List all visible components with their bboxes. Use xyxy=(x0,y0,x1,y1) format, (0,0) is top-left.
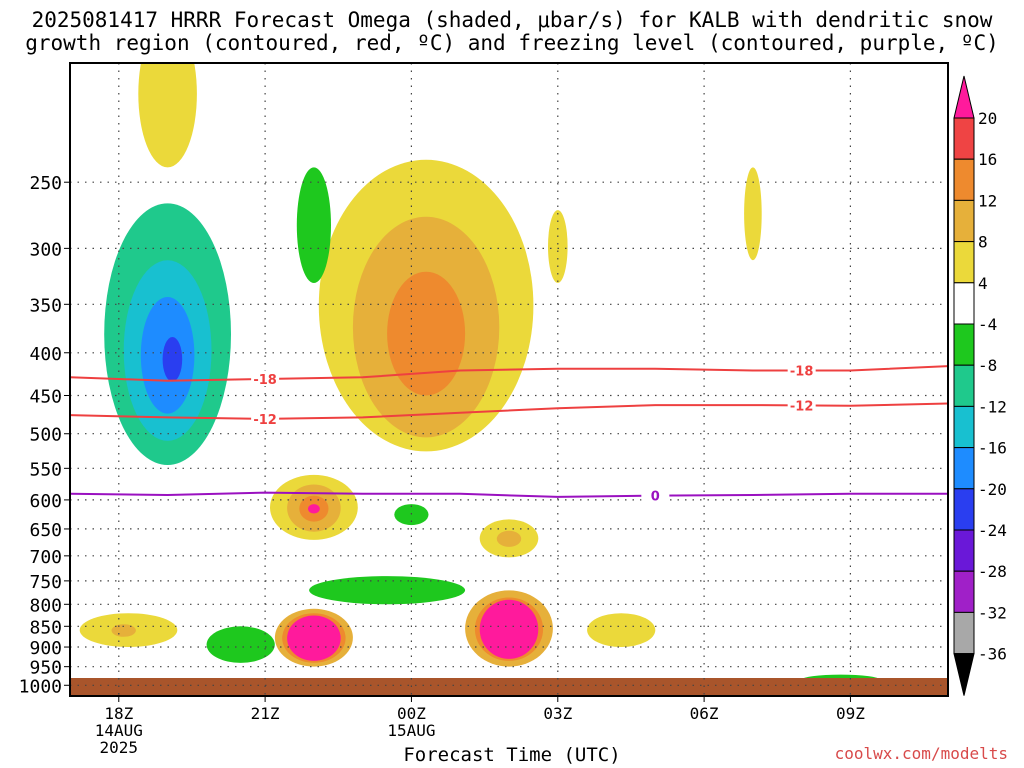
colorbar-label: 8 xyxy=(978,233,988,252)
y-tick-label: 500 xyxy=(29,425,62,446)
x-tick-label: 03Z xyxy=(543,704,572,723)
colorbar-label: 20 xyxy=(978,109,997,128)
contour-label: -18 xyxy=(253,373,277,388)
colorbar-label: -36 xyxy=(978,645,1007,664)
y-tick-label: 700 xyxy=(29,547,62,568)
temperature-contours: -18 -18 -12 -12 0 xyxy=(70,362,948,505)
omega-region xyxy=(138,63,197,168)
y-tick-label: 350 xyxy=(29,295,62,316)
colorbar-swatch xyxy=(953,405,975,449)
omega-region xyxy=(548,210,568,283)
y-tick-label: 900 xyxy=(29,638,62,659)
colorbar-label: -20 xyxy=(978,480,1007,499)
y-tick-label: 950 xyxy=(29,658,62,679)
colorbar-swatch xyxy=(953,282,975,325)
y-tick-label: 600 xyxy=(29,491,62,512)
contour-label: 0 xyxy=(651,490,660,505)
contour-line xyxy=(70,491,948,498)
colorbar-swatch xyxy=(953,117,975,160)
y-tick-label: 800 xyxy=(29,595,62,616)
colorbar-label: 4 xyxy=(978,274,988,293)
x-tick-label: 18Z xyxy=(104,704,133,723)
colorbar-swatch xyxy=(953,158,975,201)
omega-region xyxy=(206,626,275,663)
omega-region xyxy=(308,504,320,514)
y-tick-label: 850 xyxy=(29,617,62,638)
x-axis-title: Forecast Time (UTC) xyxy=(403,744,621,766)
colorbar-label: 12 xyxy=(978,191,997,210)
y-tick-label: 250 xyxy=(29,173,62,194)
x-tick-sublabel: 2025 xyxy=(100,738,139,757)
omega-region xyxy=(296,167,331,283)
source-credit: coolwx.com/modelts xyxy=(834,744,1008,763)
colorbar-label: -4 xyxy=(978,315,997,334)
omega-region xyxy=(111,624,136,637)
y-tick-label: 650 xyxy=(29,520,62,541)
colorbar-legend: 20 16 12 8 4 -4 -8 -12 -16 -20 -24 -28 -32 -36 xyxy=(953,75,1007,696)
x-tick-label: 00Z xyxy=(397,704,426,723)
x-tick-sublabel: 14AUG xyxy=(95,721,143,740)
x-tick-sublabel: 15AUG xyxy=(387,721,435,740)
x-tick-label: 21Z xyxy=(251,704,280,723)
ground-terrain xyxy=(70,678,948,696)
contour-label-background xyxy=(641,487,670,503)
omega-shading xyxy=(79,63,880,688)
colorbar-swatch xyxy=(953,529,975,572)
colorbar-bottom-arrow xyxy=(953,653,975,696)
contour-label-background xyxy=(251,371,280,387)
colorbar-swatch xyxy=(953,488,975,531)
y-tick-label: 550 xyxy=(29,459,62,480)
x-tick-label: 09Z xyxy=(836,704,865,723)
contour-label: -12 xyxy=(790,399,814,414)
y-tick-label: 450 xyxy=(29,387,62,408)
plot-frame xyxy=(69,62,949,697)
colorbar-label: -8 xyxy=(978,356,997,375)
colorbar-label: 16 xyxy=(978,150,997,169)
colorbar-swatch xyxy=(953,323,975,366)
colorbar-label: -16 xyxy=(978,439,1007,458)
chart-title-line2: growth region (contoured, red, ºC) and f… xyxy=(25,31,999,55)
chart-title-line1: 2025081417 HRRR Forecast Omega (shaded, … xyxy=(31,8,993,32)
omega-region xyxy=(394,504,429,526)
omega-region xyxy=(744,167,762,261)
omega-region xyxy=(496,530,522,547)
y-tick-label: 400 xyxy=(29,344,62,365)
y-tick-label: 300 xyxy=(29,239,62,260)
contour-label-background xyxy=(251,410,280,426)
colorbar-label: -28 xyxy=(978,562,1007,581)
colorbar-top-arrow xyxy=(953,75,975,119)
colorbar-swatch xyxy=(953,447,975,490)
colorbar-label: -12 xyxy=(978,397,1007,416)
colorbar-swatch xyxy=(953,364,975,407)
y-axis-tick-labels: 2503003504004505005506006507007508008509… xyxy=(19,173,70,697)
contour-line xyxy=(70,365,948,382)
contour-label: -18 xyxy=(790,364,814,379)
omega-region xyxy=(479,599,539,659)
omega-region xyxy=(309,576,466,605)
contour-label: -12 xyxy=(253,413,277,428)
colorbar-label: -24 xyxy=(978,521,1007,540)
omega-region xyxy=(287,615,341,661)
omega-region xyxy=(387,271,466,396)
colorbar-swatch xyxy=(953,199,975,243)
omega-region xyxy=(162,337,183,382)
omega-region xyxy=(587,613,656,647)
colorbar-swatch xyxy=(953,570,975,613)
x-tick-label: 06Z xyxy=(690,704,719,723)
y-tick-label: 750 xyxy=(29,572,62,593)
y-tick-label: 1000 xyxy=(19,676,62,697)
colorbar-swatch xyxy=(953,241,975,284)
colorbar-label: -32 xyxy=(978,603,1007,622)
colorbar-swatch xyxy=(953,611,975,655)
contour-label-background xyxy=(787,362,816,378)
contour-label-background xyxy=(787,397,816,413)
